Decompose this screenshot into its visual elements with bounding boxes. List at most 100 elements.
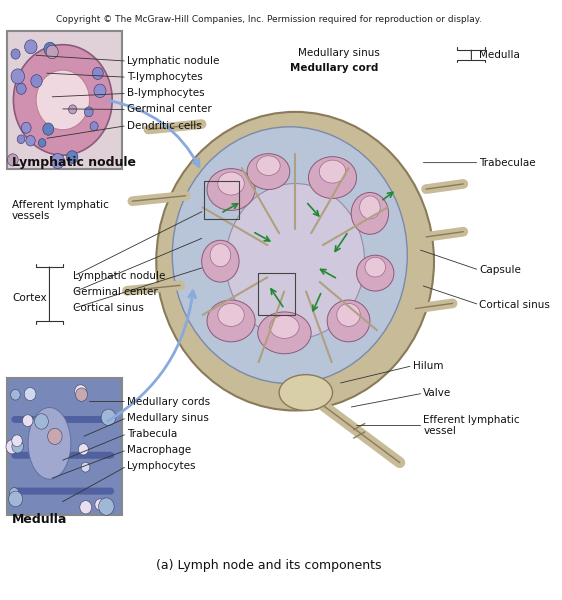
Text: Germinal center: Germinal center [74, 287, 158, 297]
Circle shape [98, 498, 114, 515]
Circle shape [31, 74, 42, 88]
Ellipse shape [365, 257, 386, 277]
Circle shape [34, 414, 48, 429]
Bar [258, 273, 295, 315]
Circle shape [8, 491, 22, 507]
Circle shape [12, 435, 22, 446]
Circle shape [26, 136, 35, 146]
Text: Medullary cord: Medullary cord [290, 63, 378, 73]
Ellipse shape [207, 300, 255, 342]
Ellipse shape [226, 184, 365, 339]
Text: (a) Lymph node and its components: (a) Lymph node and its components [156, 559, 381, 572]
Circle shape [48, 428, 62, 445]
Circle shape [25, 40, 37, 54]
Ellipse shape [202, 240, 239, 282]
Ellipse shape [351, 193, 388, 235]
Circle shape [78, 443, 88, 455]
Text: B-lymphocytes: B-lymphocytes [127, 88, 205, 98]
Circle shape [51, 154, 65, 169]
FancyArrowPatch shape [415, 304, 452, 308]
FancyArrowPatch shape [426, 232, 463, 237]
Ellipse shape [257, 156, 280, 175]
Ellipse shape [36, 70, 89, 130]
FancyArrowPatch shape [426, 232, 463, 237]
Text: Capsule: Capsule [479, 265, 522, 275]
Text: Medullary sinus: Medullary sinus [298, 49, 380, 58]
Circle shape [12, 440, 24, 453]
Text: Medullary sinus: Medullary sinus [127, 413, 209, 422]
Ellipse shape [309, 157, 356, 199]
FancyArrowPatch shape [415, 304, 452, 308]
FancyArrowPatch shape [426, 184, 463, 189]
Ellipse shape [156, 112, 434, 410]
Text: Macrophage: Macrophage [127, 445, 191, 455]
Circle shape [101, 409, 116, 425]
Text: Hilum: Hilum [413, 361, 443, 371]
Text: Cortical sinus: Cortical sinus [74, 304, 144, 313]
Ellipse shape [247, 154, 290, 190]
FancyArrowPatch shape [127, 286, 180, 291]
Text: Lymphatic nodule: Lymphatic nodule [127, 56, 219, 66]
Circle shape [43, 123, 54, 135]
Text: Medulla: Medulla [12, 512, 67, 526]
Ellipse shape [218, 304, 244, 326]
Circle shape [38, 139, 46, 147]
FancyArrowPatch shape [148, 124, 202, 130]
Text: Trabeculae: Trabeculae [479, 158, 536, 167]
FancyArrowPatch shape [324, 406, 400, 463]
Text: Cortical sinus: Cortical sinus [479, 300, 550, 310]
FancyBboxPatch shape [7, 377, 121, 515]
Text: Trabecula: Trabecula [127, 429, 177, 439]
Ellipse shape [210, 244, 230, 267]
FancyArrowPatch shape [148, 124, 202, 130]
Text: Germinal center: Germinal center [127, 104, 212, 115]
Text: Valve: Valve [423, 388, 451, 398]
Text: T-lymphocytes: T-lymphocytes [127, 72, 203, 82]
FancyArrowPatch shape [127, 286, 180, 291]
Circle shape [92, 67, 103, 79]
Ellipse shape [258, 312, 311, 354]
Circle shape [6, 440, 19, 454]
FancyArrowPatch shape [324, 406, 400, 463]
Text: Lymphatic nodule: Lymphatic nodule [12, 156, 136, 169]
Text: Efferent lymphatic
vessel: Efferent lymphatic vessel [423, 415, 520, 436]
Text: Copyright © The McGraw-Hill Companies, Inc. Permission required for reproduction: Copyright © The McGraw-Hill Companies, I… [56, 14, 481, 23]
Circle shape [44, 42, 56, 56]
Text: Medullary cords: Medullary cords [127, 397, 210, 407]
Ellipse shape [319, 160, 346, 183]
Circle shape [94, 84, 106, 98]
Circle shape [90, 122, 98, 131]
Circle shape [24, 388, 36, 401]
Ellipse shape [279, 374, 333, 410]
Circle shape [75, 388, 88, 401]
Ellipse shape [270, 316, 299, 338]
Circle shape [95, 499, 105, 510]
Circle shape [11, 69, 25, 84]
FancyArrowPatch shape [132, 196, 185, 201]
Text: Medulla: Medulla [479, 50, 520, 60]
Circle shape [66, 151, 78, 163]
Ellipse shape [207, 169, 255, 211]
Circle shape [46, 45, 58, 59]
Circle shape [11, 389, 20, 400]
FancyArrowPatch shape [426, 184, 463, 189]
Ellipse shape [13, 44, 112, 155]
Bar [205, 181, 239, 220]
Ellipse shape [327, 300, 370, 342]
Ellipse shape [356, 255, 394, 291]
Circle shape [17, 135, 25, 143]
FancyBboxPatch shape [7, 31, 121, 169]
FancyArrowPatch shape [132, 196, 185, 201]
Circle shape [7, 154, 18, 166]
Circle shape [81, 462, 90, 472]
Text: Dendritic cells: Dendritic cells [127, 121, 202, 131]
Ellipse shape [173, 127, 407, 383]
Ellipse shape [28, 407, 71, 479]
Text: Lymphocytes: Lymphocytes [127, 461, 196, 471]
Circle shape [11, 49, 20, 59]
Circle shape [22, 415, 33, 427]
Circle shape [16, 83, 26, 94]
Text: Lymphatic nodule: Lymphatic nodule [74, 271, 166, 281]
Text: Cortex: Cortex [12, 293, 47, 303]
Ellipse shape [337, 304, 360, 326]
